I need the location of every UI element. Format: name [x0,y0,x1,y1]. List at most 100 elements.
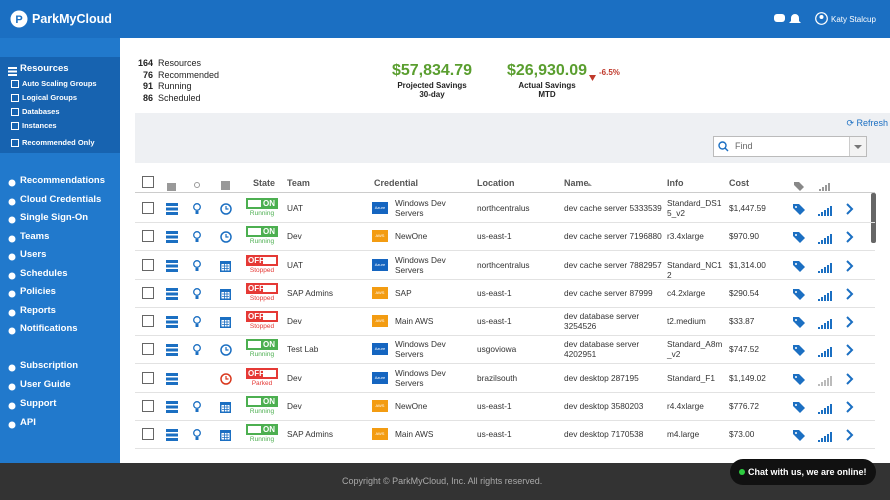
signal-icon-svg [818,262,832,273]
chevron[interactable] [845,202,854,215]
chk[interactable] [142,258,154,271]
checkbox[interactable] [11,80,19,88]
table-row[interactable] [135,251,875,280]
table-row[interactable] [135,222,875,252]
refresh-icon: ⟳ [846,118,857,128]
chk[interactable] [142,315,154,327]
chk[interactable] [142,399,154,412]
nav-icon [7,175,17,187]
chk[interactable] [142,202,154,214]
help-item[interactable]: User Guide [20,379,71,390]
chk[interactable] [142,371,154,384]
table-row[interactable] [135,279,875,308]
find-box[interactable]: Find [713,136,867,157]
instance-name: dev cache server 7882957 [564,259,662,270]
checkbox[interactable] [11,122,19,130]
chk[interactable] [142,428,154,440]
calendar-icon-svg [220,430,231,441]
location: us-east-1 [477,429,512,439]
tag-icon-svg [793,204,805,215]
resource-item[interactable]: Databases [22,107,60,116]
calendar-icon-svg [220,288,231,300]
table-row[interactable] [135,420,875,449]
user-icon[interactable] [815,12,828,25]
state-toggle[interactable]: ON [246,424,278,435]
chevron[interactable] [845,287,854,300]
info: Standard_NC12 [667,259,722,280]
chk[interactable] [142,176,154,188]
column-header[interactable]: Cost [729,178,749,188]
table-row[interactable] [135,194,875,223]
brand[interactable]: ParkMyCloud [32,12,112,26]
state-toggle[interactable]: ON [246,339,278,351]
resources-icon [8,63,17,76]
status-label: Running [249,351,275,359]
header-icons[interactable] [774,13,814,26]
status-label: Running [249,210,275,217]
chk[interactable] [142,230,154,243]
state-toggle[interactable]: OFF [246,311,278,322]
signal-icon [818,231,832,245]
nav-item[interactable]: Users [20,249,47,260]
help-item[interactable]: Support [20,398,57,409]
nav-item[interactable]: Policies [20,286,56,297]
list-icon [166,259,178,272]
state-toggle[interactable]: ON [246,198,278,209]
nav-item[interactable]: Reports [20,304,56,316]
checkbox[interactable] [11,94,19,102]
resource-item[interactable]: Logical Groups [22,93,78,102]
column-header[interactable]: Info [667,178,684,188]
toggle-knob [263,284,276,292]
nav-item[interactable]: Teams [20,230,50,242]
state-toggle[interactable]: ON [246,226,278,238]
chevron[interactable] [845,400,854,413]
chevron[interactable] [845,428,854,441]
column-header[interactable]: Credential [374,178,419,188]
signal-head-icon [819,178,830,191]
chevron[interactable] [845,343,854,356]
table-row[interactable] [135,364,875,393]
nav-item[interactable]: Cloud Credentials [20,193,102,205]
signal-head-icon-svg [819,183,830,191]
nav-icon [7,268,17,279]
clock-icon [220,202,232,215]
column-header[interactable]: Name [564,178,589,188]
find-dropdown[interactable] [849,137,866,156]
calendar-icon-svg [220,260,231,272]
toggle-label: ON [263,425,275,434]
resources-title[interactable]: Resources [20,63,69,74]
checkbox[interactable] [11,139,19,147]
help-item[interactable]: API [20,417,36,428]
nav-item[interactable]: Schedules [20,267,68,279]
checkbox[interactable] [11,108,19,116]
table-row[interactable] [135,392,875,421]
column-header[interactable]: Location [477,178,515,188]
column-header[interactable]: Team [287,178,310,188]
chevron[interactable] [845,372,854,385]
info: m4.large [667,429,700,439]
chevron[interactable] [845,259,854,272]
table-row[interactable] [135,307,875,336]
chat-button[interactable]: Chat with us, we are online! [730,459,876,485]
table-row[interactable] [135,335,875,365]
chk[interactable] [142,286,154,299]
user-name[interactable]: Katy Stalcup [831,15,876,24]
tag-icon [793,287,805,300]
resource-item[interactable]: Auto Scaling Groups [22,79,97,88]
state-toggle[interactable]: OFF [246,254,278,266]
recommended-filter[interactable]: Recommended Only [22,138,95,147]
nav-item[interactable]: Notifications [20,323,78,334]
chevron[interactable] [845,315,854,328]
column-header[interactable]: State [253,178,276,188]
chevron[interactable] [845,230,854,243]
chk[interactable] [142,343,154,356]
help-item[interactable]: Subscription [20,360,79,371]
scrollbar[interactable] [871,193,876,243]
nav-item[interactable]: Single Sign-On [20,212,89,223]
state-toggle[interactable]: ON [246,395,278,407]
state-toggle[interactable]: OFF [246,282,278,294]
state-toggle[interactable]: OFF [246,367,278,379]
nav-item[interactable]: Recommendations [20,175,105,186]
refresh-button[interactable]: ⟳ Refresh [846,118,888,129]
resource-item[interactable]: Instances [22,121,57,130]
